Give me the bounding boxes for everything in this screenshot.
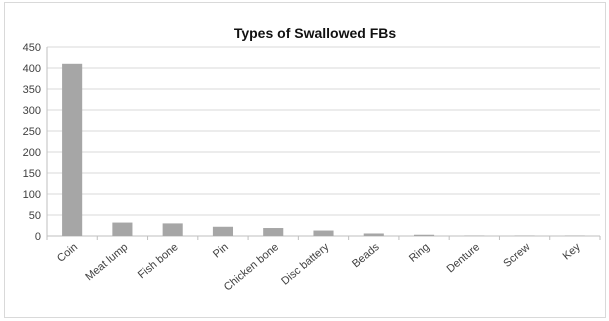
y-tick-labels: 0 50 100 150 200 250 300 350 400 450	[23, 42, 41, 243]
x-tick-label: Ring	[407, 241, 432, 265]
chart-title: Types of Swallowed FBs	[234, 25, 397, 41]
x-tick-label: Coin	[55, 241, 80, 265]
x-tick-label: Disc battery	[279, 241, 332, 288]
bar	[162, 223, 183, 236]
y-tick-label: 400	[23, 63, 41, 75]
x-tick-label: Screw	[501, 241, 532, 270]
y-tick-label: 300	[23, 105, 41, 117]
bars	[62, 63, 585, 236]
bar	[112, 222, 133, 236]
gridlines	[47, 46, 600, 216]
bar	[263, 228, 284, 236]
bar	[363, 233, 384, 236]
y-tick-label: 50	[29, 210, 41, 222]
y-tick-label: 200	[23, 147, 41, 159]
bar	[413, 234, 435, 236]
bar	[62, 63, 83, 236]
y-tick-label: 0	[35, 231, 41, 243]
x-tick-label: Fish bone	[136, 241, 181, 281]
y-tick-label: 150	[23, 168, 41, 180]
x-tick-label: Beads	[350, 241, 382, 271]
x-tick-label: Key	[561, 241, 584, 263]
y-tick-label: 350	[23, 84, 41, 96]
bar	[313, 230, 334, 236]
axes	[46, 47, 601, 240]
x-tick-label: Pin	[211, 241, 231, 260]
y-tick-label: 250	[23, 126, 41, 138]
chart-area	[4, 2, 606, 318]
x-tick-label: Denture	[445, 241, 483, 275]
bar	[212, 226, 234, 236]
x-tick-label: Chicken bone	[222, 241, 281, 293]
x-tick-label: Meat lump	[83, 241, 130, 283]
y-tick-label: 450	[23, 42, 41, 54]
y-tick-label: 100	[23, 189, 41, 201]
